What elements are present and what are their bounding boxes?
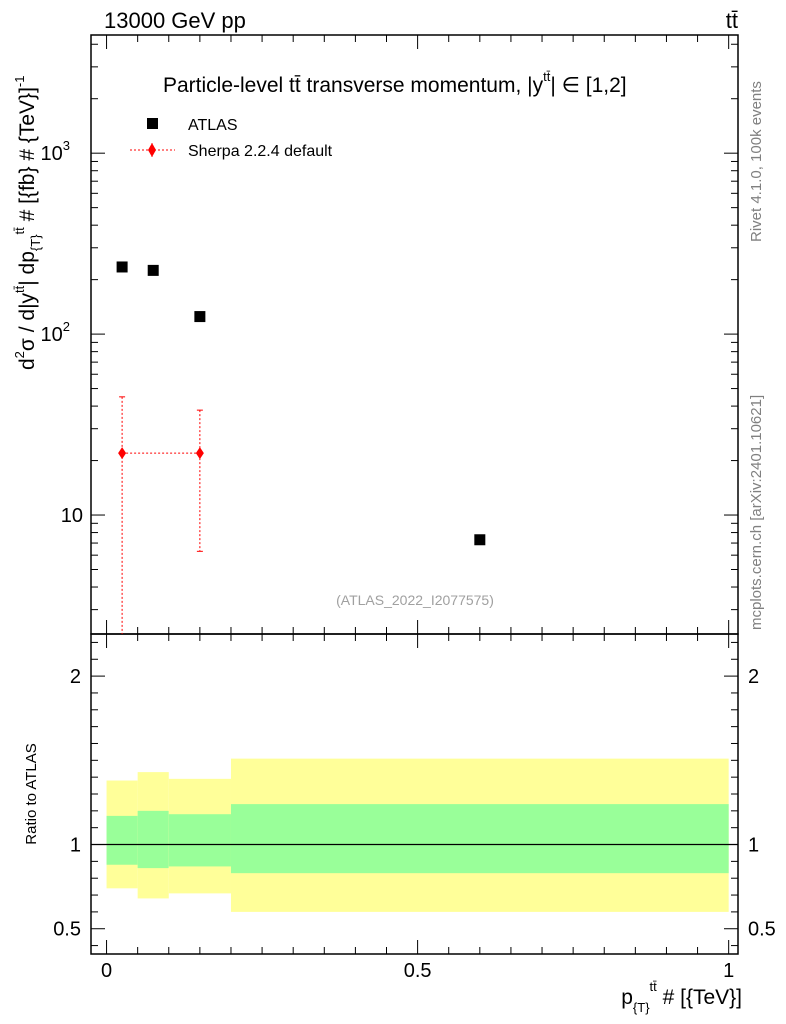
ratio-inner-band-1 [137,810,169,869]
rivet-version-label: Rivet 4.1.0, 100k events [748,81,765,242]
legend-marker-sherpa [148,143,156,157]
sherpa-point-0 [118,447,127,460]
y-tick-label-1: 102 [41,319,70,346]
atlas-point-1 [147,264,159,276]
legend-label-atlas: ATLAS [188,117,238,134]
chart-title-tail: | ∈ [1,2] [550,74,626,97]
x-tick-label-2: 1 [723,960,734,982]
mcplots-label: mcplots.cern.ch [arXiv:2401.10621] [748,394,765,630]
y-tick-label-0: 10 [61,505,83,527]
ratio-y-axis-ticks: 0.5 0.5 1 1 2 2 [53,641,776,947]
atlas-point-2 [194,311,206,323]
main-y-axis-ticks: 10 102 103 [41,43,738,611]
atlas-series [116,261,486,546]
x-tick-label-0: 0 [101,960,112,982]
ratio-bands [106,758,729,912]
sherpa-point-1 [195,447,204,460]
ratio-inner-band-0 [106,815,138,865]
ratio-y-axis-label: Ratio to ATLAS [23,743,40,844]
ratio-y-tick-label-left-2: 2 [70,666,81,688]
sherpa-series [118,396,204,634]
legend-marker-atlas [147,118,158,129]
main-x-axis-ticks [106,35,730,634]
ratio-x-axis-ticks: 0 0.5 1 [101,634,734,982]
main-y-axis-label: d2σ / d|ytt̄| dp{T}tt̄ # [{fb} # {TeV}]-… [12,76,43,370]
ratio-y-tick-label-right-1: 1 [748,835,759,857]
y-tick-label-2: 103 [41,138,70,165]
chart-title: Particle-level tt̄ transverse momentum, … [163,69,627,97]
chart-title-main: Particle-level tt̄ transverse momentum, … [163,74,544,97]
atlas-point-3 [474,534,486,546]
ratio-y-tick-label-right-0: 0.5 [748,919,776,941]
ratio-y-tick-label-left-1: 1 [70,835,81,857]
chart-title-sup: tt̄ [543,69,551,84]
x-tick-label-1: 0.5 [404,960,432,982]
analysis-id: (ATLAS_2022_I2077575) [336,592,494,608]
ratio-y-tick-label-right-2: 2 [748,666,759,688]
x-axis-label: p{T}tt̄ # [{TeV}] [621,979,742,1015]
legend-label-sherpa: Sherpa 2.2.4 default [188,143,333,160]
header-energy: 13000 GeV pp [104,8,246,33]
atlas-point-0 [116,261,128,273]
ratio-inner-band-2 [168,814,231,867]
ratio-y-tick-label-left-0: 0.5 [53,919,81,941]
header-process: tt̄ [726,8,738,33]
ratio-inner-band-3 [230,804,729,874]
